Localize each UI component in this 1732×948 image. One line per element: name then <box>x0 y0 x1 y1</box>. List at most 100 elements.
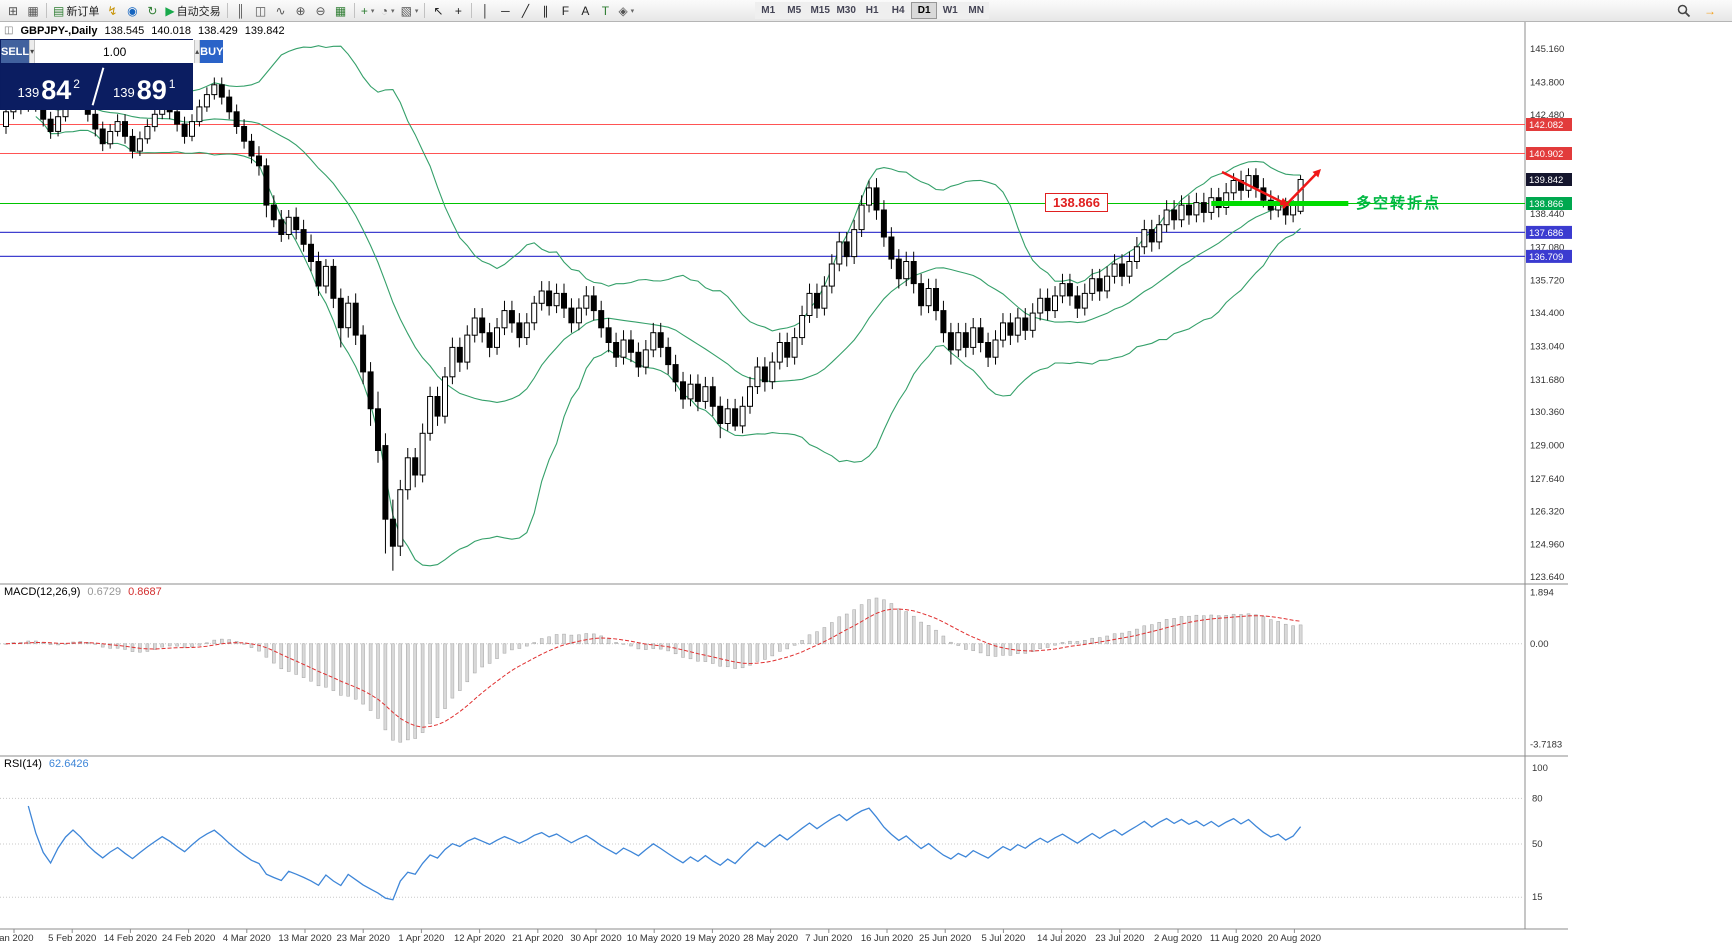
buy-button[interactable]: BUY <box>200 40 224 63</box>
arrows-button[interactable]: ◈ ▾ <box>615 1 637 20</box>
price-tag <box>1526 147 1572 160</box>
auto-trading-button[interactable]: ▶ 自动交易 <box>162 1 223 20</box>
price-tag <box>1526 118 1572 131</box>
crosshair-button[interactable]: + <box>448 1 468 20</box>
timeframe-d1-button[interactable]: D1 <box>911 2 938 19</box>
symbol-period-label: GBPJPY-,Daily <box>20 25 98 37</box>
trend-arrow-up <box>1282 173 1317 209</box>
svg-text:23 Jul 2020: 23 Jul 2020 <box>1095 933 1144 944</box>
window-plus-icon: ⊞ <box>7 3 19 18</box>
price-tag <box>1526 173 1572 186</box>
volume-input[interactable] <box>35 40 195 63</box>
buy-price-display[interactable]: 139 89 1 <box>97 64 193 109</box>
macd-panel-label: MACD(12,26,9) 0.6729 0.8687 <box>4 586 162 598</box>
sell-price-display[interactable]: 139 84 2 <box>1 64 97 109</box>
timeframe-m5-button[interactable]: M5 <box>781 2 808 19</box>
horizontal-line-button[interactable]: ─ <box>495 1 515 20</box>
text-label-button[interactable]: T <box>595 1 615 20</box>
quotes-button[interactable]: ↯ <box>102 1 122 20</box>
candle-mode-button[interactable]: ◫ <box>251 1 271 20</box>
timeframe-h1-button[interactable]: H1 <box>859 2 886 19</box>
price-tag <box>1526 249 1572 263</box>
search-button[interactable] <box>1674 1 1694 20</box>
timeframe-m30-button[interactable]: M30 <box>833 2 860 19</box>
volume-decrease-button[interactable]: ▾ <box>29 40 36 63</box>
toolbar-left-group: ⊞ ▦ ▤ 新订单 ↯ ◉ ↻ ▶ 自动交易 ║ ◫ ∿ ⊕ ⊖ ▦ + ▾ ◔ ▾ ▧ ▾ ↖ + │ ─ ╱ ∥ F A T ◈ ▾ <box>3 1 637 20</box>
svg-text:16 Jun 2020: 16 Jun 2020 <box>861 933 913 944</box>
buy-price-head: 139 <box>113 85 135 100</box>
svg-text:137.686: 137.686 <box>1529 228 1563 239</box>
svg-text:-3.7183: -3.7183 <box>1530 739 1562 750</box>
indicators-button[interactable]: + ▾ <box>358 1 378 20</box>
hline-icon: ─ <box>501 3 510 18</box>
svg-text:5 Jul 2020: 5 Jul 2020 <box>981 933 1025 944</box>
periods-button[interactable]: ◔ ▾ <box>378 1 398 20</box>
turning-point-note[interactable]: 多空转折点 <box>1356 195 1442 212</box>
svg-text:10 May 2020: 10 May 2020 <box>627 933 682 944</box>
volume-increase-button[interactable]: ▴ <box>194 40 201 63</box>
svg-text:12 Apr 2020: 12 Apr 2020 <box>454 933 505 944</box>
zoom-out-icon: ⊖ <box>315 3 326 18</box>
macd-main-value: 0.6729 <box>87 586 122 598</box>
new-order-button[interactable]: ▤ 新订单 <box>50 1 102 20</box>
trend-arrow-down <box>1221 170 1283 204</box>
trendline-button[interactable]: ╱ <box>515 1 535 20</box>
low-value: 138.429 <box>198 25 238 37</box>
chart-icon: ◫ <box>4 25 14 36</box>
community-button[interactable]: ◉ <box>122 1 142 20</box>
timeframe-m15-button[interactable]: M15 <box>807 2 834 19</box>
panel-frame <box>0 22 1568 930</box>
drawn-objects[interactable] <box>1211 169 1349 209</box>
svg-text:130.360: 130.360 <box>1530 407 1564 418</box>
rsi-value: 62.6426 <box>48 758 89 770</box>
svg-text:142.480: 142.480 <box>1530 110 1564 121</box>
tile-windows-button[interactable]: ▦ <box>331 1 351 20</box>
dropdown-caret-icon: ▾ <box>370 7 375 15</box>
chart-window[interactable]: 145.160 143.800 142.480 138.440 137.080 135.7… <box>0 22 1732 948</box>
new-chart-button[interactable]: ⊞ <box>3 1 23 20</box>
clock-icon: ◔ <box>380 3 388 18</box>
timeframe-h4-button[interactable]: H4 <box>885 2 912 19</box>
sell-price-big: 84 <box>41 75 72 105</box>
chart-canvas[interactable]: 145.160 143.800 142.480 138.440 137.080 135.7… <box>0 22 1732 948</box>
svg-text:20 Aug 2020: 20 Aug 2020 <box>1268 933 1321 944</box>
line-chart-mode-button[interactable]: ∿ <box>271 1 291 20</box>
channel-icon: ∥ <box>542 3 549 18</box>
candles-icon: ◫ <box>254 3 267 18</box>
fibonacci-button[interactable]: F <box>555 1 575 20</box>
sell-price-sup: 2 <box>73 77 80 91</box>
macd-name: MACD(12,26,9) <box>4 586 81 598</box>
horizontal-level-lines[interactable] <box>0 124 1525 257</box>
buy-price-sup: 1 <box>168 77 176 91</box>
sell-button[interactable]: SELL <box>1 40 30 63</box>
svg-text:13 Mar 2020: 13 Mar 2020 <box>278 933 331 944</box>
timeframe-w1-button[interactable]: W1 <box>937 2 964 19</box>
dropdown-caret-icon: ▾ <box>390 7 395 15</box>
templates-button[interactable]: ▧ ▾ <box>398 1 422 20</box>
bar-chart-mode-button[interactable]: ║ <box>231 1 251 20</box>
refresh-button[interactable]: ↻ <box>142 1 162 20</box>
chart-title: ◫ GBPJPY-,Daily 138.545 140.018 138.429 … <box>4 25 285 37</box>
price-scale[interactable]: 145.160 143.800 142.480 138.440 137.080 135.7… <box>1526 44 1572 583</box>
timeframe-m1-button[interactable]: M1 <box>755 2 782 19</box>
svg-text:0.00: 0.00 <box>1530 639 1549 650</box>
close-value: 139.842 <box>244 25 285 37</box>
timeframe-mn-button[interactable]: MN <box>963 2 990 19</box>
vertical-line-button[interactable]: │ <box>475 1 495 20</box>
price-flag-annotation[interactable]: 138.866 <box>1045 193 1108 212</box>
quick-navigation-button[interactable]: → <box>1700 1 1720 20</box>
svg-text:7 Jun 2020: 7 Jun 2020 <box>805 933 852 944</box>
zoom-out-button[interactable]: ⊖ <box>311 1 331 20</box>
profiles-button[interactable]: ▦ <box>23 1 43 20</box>
zoom-in-button[interactable]: ⊕ <box>291 1 311 20</box>
svg-text:14 Feb 2020: 14 Feb 2020 <box>104 933 157 944</box>
equidistant-channel-button[interactable]: ∥ <box>535 1 555 20</box>
date-axis[interactable]: Jan 2020 5 Feb 2020 14 Feb 2020 24 Feb 2020… <box>0 929 1321 944</box>
svg-text:100: 100 <box>1532 763 1548 774</box>
svg-text:15: 15 <box>1532 892 1543 903</box>
svg-text:129.000: 129.000 <box>1530 441 1564 452</box>
cursor-button[interactable]: ↖ <box>428 1 448 20</box>
text-button[interactable]: A <box>575 1 595 20</box>
lightning-icon: ↯ <box>107 3 118 18</box>
refresh-icon: ↻ <box>147 3 158 18</box>
